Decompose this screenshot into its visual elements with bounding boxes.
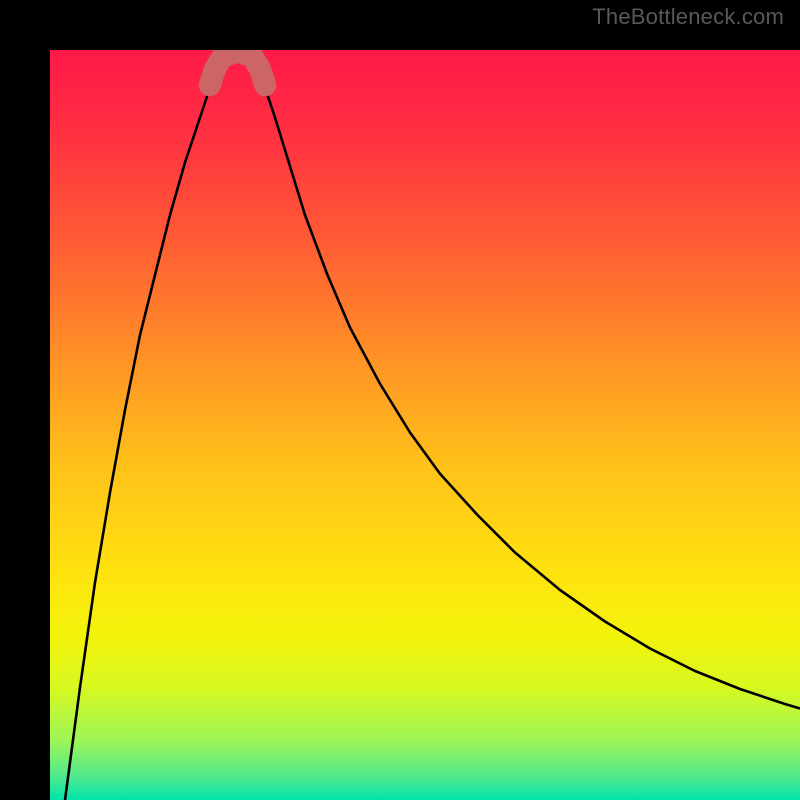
plot-area	[50, 50, 800, 800]
watermark-text: TheBottleneck.com	[592, 4, 784, 30]
chart-canvas	[50, 50, 800, 800]
gradient-background	[50, 50, 800, 800]
chart-frame	[0, 0, 800, 800]
